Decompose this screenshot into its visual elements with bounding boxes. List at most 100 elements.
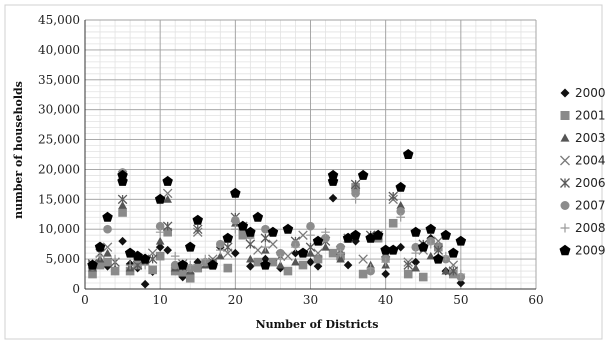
data-point-2007: [231, 215, 240, 225]
data-point-2003: [306, 248, 315, 257]
y-tick-label: 5,000: [46, 252, 80, 266]
x-tick-label: 50: [453, 293, 468, 307]
data-point-2001: [155, 251, 165, 261]
data-point-2009: [380, 244, 391, 255]
data-point-2003: [336, 254, 345, 263]
data-point-2009: [94, 241, 106, 252]
legend-label-2004: 2004: [575, 154, 606, 168]
data-point-2009: [252, 211, 264, 222]
data-point-2009: [139, 253, 151, 264]
data-point-2009: [207, 259, 218, 270]
data-point-2009: [230, 187, 241, 198]
data-point-2009: [365, 232, 376, 243]
data-point-2001: [148, 265, 157, 275]
legend-label-2006: 2006: [575, 176, 606, 190]
data-point-2001: [163, 227, 172, 237]
data-point-2001: [110, 266, 120, 276]
data-point-2003: [118, 201, 127, 209]
data-point-2001: [238, 230, 248, 240]
series-2009: [87, 149, 467, 270]
data-point-2000: [396, 242, 405, 252]
data-point-2008: [426, 239, 436, 249]
data-point-2009: [342, 232, 354, 243]
data-point-2004: [283, 251, 293, 261]
data-point-2003: [291, 257, 300, 266]
data-point-2009: [102, 211, 113, 222]
data-point-2009: [327, 169, 339, 180]
data-point-2000: [381, 269, 390, 279]
data-point-2009: [440, 229, 451, 240]
data-point-2000: [343, 260, 353, 270]
data-point-2001: [298, 260, 308, 270]
legend-item-2004: 2004: [560, 154, 606, 168]
data-point-2004: [162, 188, 173, 199]
data-point-2001: [253, 257, 263, 267]
data-point-2000: [140, 279, 150, 289]
data-point-2003: [163, 195, 172, 203]
data-point-2007: [351, 189, 360, 198]
axis-layer: 0 10 20 30 40 50 60 0 5,000 10,000 15,000 20,000 25,…: [38, 13, 544, 307]
data-point-2001: [103, 257, 112, 267]
legend-marker-2007: [560, 201, 570, 210]
legend-label-2009: 2009: [575, 244, 606, 258]
legend-item-2000: 2000: [560, 86, 606, 100]
data-point-2003: [321, 242, 330, 251]
data-point-2001: [118, 208, 127, 217]
data-point-2006: [388, 191, 398, 202]
data-point-2008: [155, 227, 165, 237]
data-point-2004: [358, 254, 368, 264]
data-point-2007: [103, 224, 112, 234]
data-point-2007: [321, 233, 330, 243]
legend-marker-2001: [560, 111, 570, 120]
data-point-2009: [185, 241, 196, 252]
data-point-2000: [118, 236, 127, 246]
data-point-2007: [396, 206, 406, 216]
legend-label-2008: 2008: [575, 221, 606, 235]
data-point-2009: [433, 253, 444, 264]
data-point-2001: [95, 260, 105, 270]
data-point-2006: [223, 242, 233, 252]
series-2008: [95, 195, 466, 279]
data-point-2008: [170, 251, 180, 261]
legend-item-2007: 2007: [560, 199, 606, 213]
data-point-2008: [216, 245, 225, 255]
legend-item-2008: 2008: [560, 221, 606, 235]
data-point-2009: [267, 226, 279, 237]
data-point-2006: [305, 242, 316, 252]
data-point-2000: [155, 242, 165, 252]
data-point-2003: [155, 236, 165, 245]
data-point-2004: [433, 236, 444, 246]
y-tick-label: 35,000: [38, 73, 80, 87]
data-point-2007: [336, 242, 345, 252]
data-point-2009: [260, 259, 271, 270]
data-point-2003: [216, 251, 225, 260]
data-point-2006: [260, 233, 271, 243]
data-point-2009: [357, 169, 369, 180]
data-point-2008: [200, 254, 210, 264]
legend: 2000 2001 2003 2004 2006 2007 2008 2009: [559, 86, 606, 258]
data-point-2004: [253, 245, 263, 255]
data-point-2004: [102, 242, 113, 252]
legend-marker-2003: [560, 133, 570, 142]
data-point-2000: [246, 261, 255, 271]
legend-marker-2000: [560, 88, 570, 98]
data-point-2006: [448, 266, 459, 276]
data-point-2000: [231, 248, 240, 258]
data-point-2006: [162, 221, 173, 231]
data-point-2001: [88, 269, 97, 279]
data-point-2001: [185, 273, 195, 283]
data-point-2009: [403, 149, 414, 159]
data-point-2000: [456, 278, 466, 288]
x-tick-label: 30: [303, 293, 318, 307]
data-point-2004: [268, 239, 278, 249]
x-tick-label: 10: [153, 293, 168, 307]
data-point-2004: [313, 248, 323, 258]
data-point-2009: [154, 193, 166, 204]
data-point-2009: [418, 241, 429, 252]
legend-item-2001: 2001: [560, 109, 606, 123]
y-tick-label: 0: [72, 282, 80, 296]
data-point-2003: [396, 201, 405, 209]
data-point-2000: [306, 257, 315, 267]
data-point-2008: [125, 260, 135, 270]
